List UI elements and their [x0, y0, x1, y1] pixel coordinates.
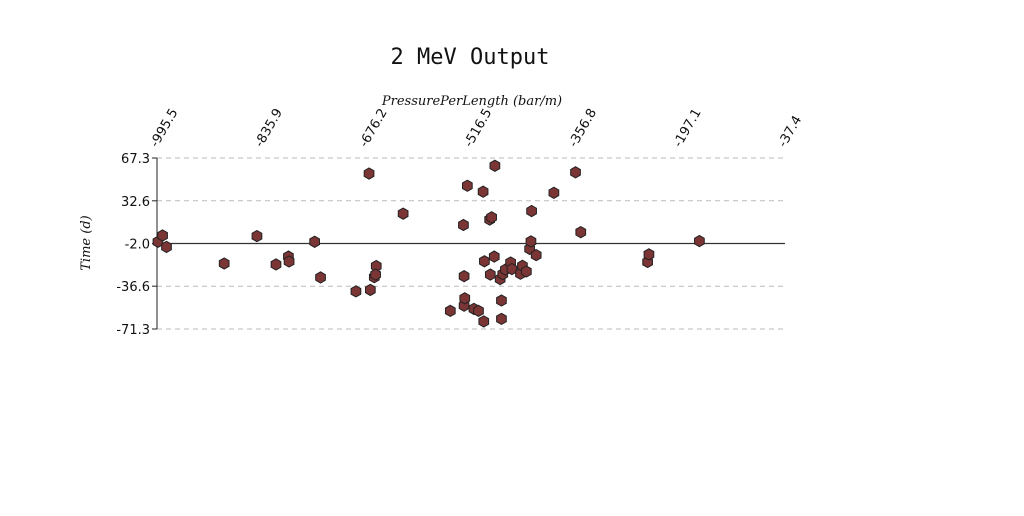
- y-axis-label: Time (d): [79, 215, 94, 270]
- x-tick-label-0: -995.5: [147, 106, 181, 150]
- data-point-18: [458, 218, 469, 232]
- data-point-52: [694, 234, 705, 248]
- data-point-2: [161, 240, 172, 254]
- data-point-35: [496, 294, 507, 307]
- data-point-39: [506, 262, 518, 276]
- x-tick-label-3: -516.5: [461, 106, 495, 150]
- y-tick-label-3: -36.6: [116, 280, 150, 295]
- data-point-22: [462, 179, 473, 192]
- x-tick-label-2: -676.2: [357, 106, 391, 150]
- y-tick-labels: 67.3 32.6 -2.0 -36.6 -71.3: [116, 152, 157, 338]
- data-point-49: [575, 225, 587, 239]
- data-point-15: [370, 268, 381, 281]
- data-point-26: [478, 315, 490, 328]
- data-point-29: [484, 268, 496, 281]
- data-point-45: [526, 204, 537, 218]
- data-point-51: [643, 248, 655, 261]
- data-point-34: [496, 312, 507, 326]
- data-point-10: [350, 285, 362, 298]
- x-tick-label-6: -37.4: [775, 113, 805, 150]
- data-point-46: [530, 248, 542, 262]
- data-point-5: [270, 258, 282, 271]
- y-tick-label-2: -2.0: [125, 238, 150, 253]
- data-point-8: [309, 235, 320, 248]
- data-point-7: [283, 255, 295, 268]
- data-point-27: [479, 255, 490, 268]
- data-point-24: [473, 304, 484, 318]
- x-tick-label-4: -356.8: [566, 106, 600, 150]
- y-tick-label-4: -71.3: [116, 323, 150, 338]
- data-point-47: [548, 186, 560, 199]
- data-point-44: [525, 235, 537, 248]
- data-point-25: [477, 185, 489, 198]
- x-axis-label: PressurePerLength (bar/m): [381, 94, 562, 109]
- x-tick-label-5: -197.1: [671, 106, 705, 150]
- data-point-32: [488, 250, 500, 263]
- data-point-4: [251, 229, 263, 243]
- data-point-31: [489, 159, 501, 172]
- data-point-30: [486, 211, 497, 224]
- x-tick-label-1: -835.9: [252, 106, 286, 150]
- y-tick-label-0: 67.3: [121, 152, 150, 167]
- y-tick-label-1: 32.6: [121, 195, 150, 210]
- data-point-1: [157, 229, 168, 242]
- data-points: [152, 159, 705, 328]
- data-point-3: [218, 257, 230, 270]
- chart-title: 2 MeV Output: [391, 45, 550, 70]
- data-point-21: [459, 292, 471, 305]
- x-tick-labels: -995.5 -835.9 -676.2 -516.5 -356.8 -197.1 -37.…: [147, 106, 805, 150]
- data-point-19: [458, 270, 470, 283]
- data-point-42: [521, 265, 532, 278]
- data-point-17: [444, 304, 456, 318]
- data-point-12: [365, 283, 376, 297]
- data-point-16: [397, 207, 409, 220]
- data-point-48: [570, 166, 581, 179]
- data-point-9: [315, 271, 326, 284]
- data-point-11: [363, 167, 375, 180]
